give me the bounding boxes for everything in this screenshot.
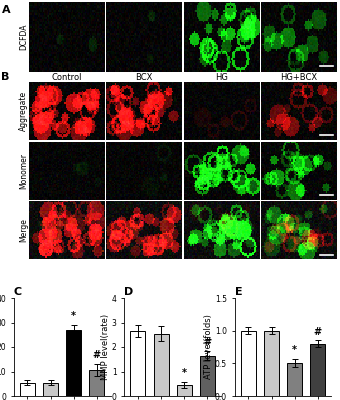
Text: DCFDA: DCFDA [19,24,28,50]
Title: Control: Control [51,0,82,1]
Bar [43,382,58,396]
Bar [89,370,104,396]
Text: C: C [14,287,22,297]
Text: D: D [124,287,133,297]
Bar [310,344,325,396]
Bar [241,331,256,396]
Text: Control: Control [51,73,82,82]
Text: *: * [71,311,76,321]
Text: A: A [1,6,10,16]
Title: HG+BCX: HG+BCX [280,0,317,1]
Bar [66,330,81,396]
Bar [131,331,146,396]
Bar [154,334,169,396]
Text: HG+BCX: HG+BCX [280,73,317,82]
Bar [264,331,279,396]
Text: E: E [235,287,242,297]
Bar [20,382,35,396]
Text: *: * [292,346,297,356]
Bar [200,356,215,396]
Title: BCX: BCX [135,0,153,1]
Bar [287,363,302,396]
Text: #: # [203,337,211,347]
Y-axis label: ATP level(folds): ATP level(folds) [204,314,214,380]
Text: B: B [1,72,10,82]
Y-axis label: MMP level(rate): MMP level(rate) [101,314,110,380]
Text: #: # [313,326,322,336]
Title: HG: HG [215,0,228,1]
Text: Merge: Merge [19,218,28,242]
Text: HG: HG [215,73,228,82]
Text: #: # [92,350,101,360]
Text: Monomer: Monomer [19,152,28,188]
Text: *: * [182,368,187,378]
Text: BCX: BCX [135,73,153,82]
Text: Aggregate: Aggregate [19,91,28,131]
Bar [176,385,191,396]
